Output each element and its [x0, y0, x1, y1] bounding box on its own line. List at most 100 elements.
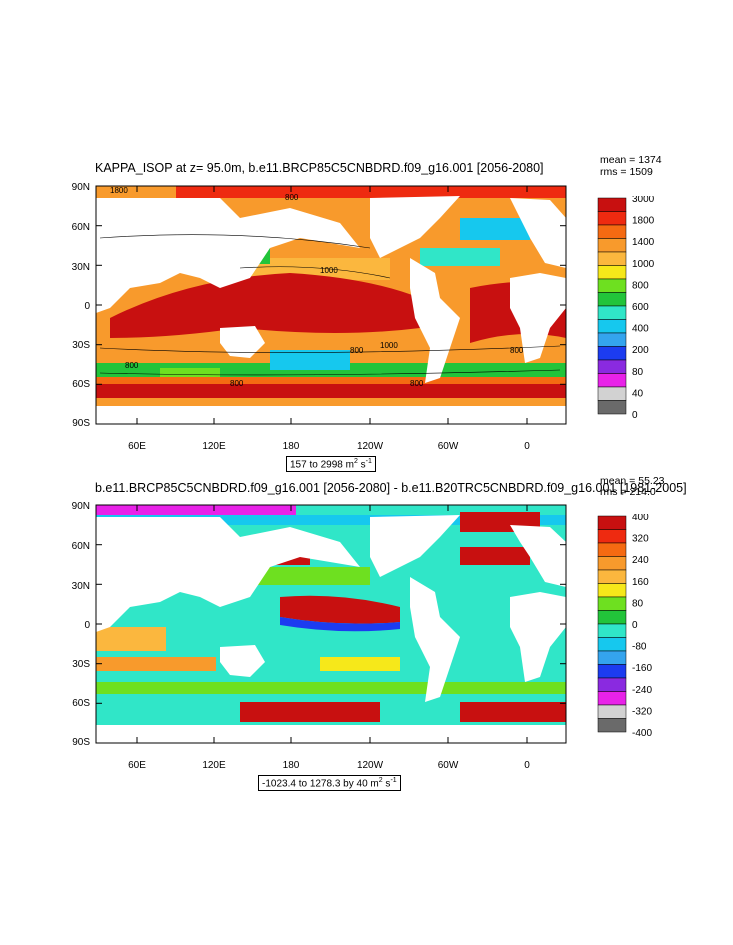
- colorbar-label: 240: [632, 555, 649, 566]
- colorbar-swatch: [597, 556, 627, 571]
- colorbar-label: -240: [632, 685, 652, 696]
- colorbar-swatch: [597, 278, 627, 293]
- lat-label: 90N: [72, 182, 90, 193]
- colorbar-swatch: [597, 704, 627, 719]
- panel2-mean: mean = 55.23: [600, 475, 665, 487]
- panel2-range-label: -1023.4 to 1278.3 by 40 m2 s-1: [258, 775, 401, 792]
- lon-label: 180: [283, 441, 300, 452]
- panel2-colorbar: 400 320 240 160 80 0 -80 -160 -240 -320 -400: [597, 514, 652, 736]
- colorbar-label: -160: [632, 663, 652, 674]
- panel2-map: 90N 60N 30N 0 30S 60S 90S: [72, 501, 567, 748]
- contour-label: 1800: [110, 186, 128, 195]
- colorbar-label: -400: [632, 728, 652, 736]
- colorbar-label: 40: [632, 388, 644, 399]
- panel2-lat-labels: 90N 60N 30N 0 30S 60S 90S: [72, 501, 91, 748]
- colorbar-label: 80: [632, 598, 644, 609]
- colorbar-swatch: [597, 359, 627, 374]
- colorbar-label: 600: [632, 302, 649, 313]
- colorbar-swatch: [597, 346, 627, 361]
- panel1-lat-labels: 90N 60N 30N 0 30S 60S 90S: [72, 182, 91, 429]
- panel2-rms: rms = 214.0: [600, 486, 656, 498]
- colorbar-swatch: [597, 664, 627, 679]
- lon-label: 0: [524, 441, 530, 452]
- panel1-mean: mean = 1374: [600, 154, 662, 166]
- contour-label: 800: [350, 346, 364, 355]
- colorbar-swatch: [597, 515, 627, 530]
- lat-label: 60S: [72, 698, 90, 709]
- contour-label: 800: [510, 346, 524, 355]
- lon-label: 120W: [357, 760, 384, 771]
- lat-label: 0: [84, 620, 90, 631]
- colorbar-label: 0: [632, 410, 638, 418]
- colorbar-swatch: [597, 305, 627, 320]
- colorbar-label: 320: [632, 534, 649, 545]
- colorbar-label: 160: [632, 577, 649, 588]
- panel2-title: b.e11.BRCP85C5CNBDRD.f09_g16.001 [2056-2…: [95, 481, 687, 495]
- colorbar-label: 1400: [632, 237, 655, 248]
- lon-label: 60W: [438, 441, 459, 452]
- colorbar-swatch: [597, 292, 627, 307]
- colorbar-label: 1000: [632, 259, 655, 270]
- colorbar-swatch: [597, 583, 627, 598]
- colorbar-swatch: [597, 400, 627, 415]
- colorbar-swatch: [597, 238, 627, 253]
- contour-label: 1000: [320, 266, 338, 275]
- colorbar-swatch: [597, 650, 627, 665]
- colorbar-swatch: [597, 319, 627, 334]
- contour-label: 1000: [380, 341, 398, 350]
- colorbar-swatch: [597, 596, 627, 611]
- colorbar-swatch: [597, 373, 627, 388]
- lon-label: 60W: [438, 760, 459, 771]
- colorbar-swatch: [597, 718, 627, 733]
- axis-ticks: [96, 504, 566, 744]
- lat-label: 30S: [72, 340, 90, 351]
- colorbar-swatch: [597, 211, 627, 226]
- lat-label: 90S: [72, 737, 90, 748]
- colorbar-swatch: [597, 637, 627, 652]
- colorbar-swatch: [597, 691, 627, 706]
- lon-label: 120E: [202, 760, 226, 771]
- colorbar-swatch: [597, 197, 627, 212]
- lon-label: 60E: [128, 441, 146, 452]
- contour-label: 800: [410, 379, 424, 388]
- colorbar-label: 3000: [632, 196, 655, 205]
- lon-label: 60E: [128, 760, 146, 771]
- colorbar-swatch: [597, 623, 627, 638]
- lon-label: 120E: [202, 441, 226, 452]
- colorbar-label: 0: [632, 620, 638, 631]
- lon-label: 0: [524, 760, 530, 771]
- lat-label: 0: [84, 301, 90, 312]
- colorbar-swatch: [597, 610, 627, 625]
- colorbar-swatch: [597, 677, 627, 692]
- colorbar-label: 200: [632, 345, 649, 356]
- colorbar-label: 80: [632, 367, 644, 378]
- colorbar-swatch: [597, 569, 627, 584]
- colorbar-swatch: [597, 386, 627, 401]
- contour-label: 800: [285, 193, 299, 202]
- lat-label: 90N: [72, 501, 90, 512]
- colorbar-swatch: [597, 332, 627, 347]
- lat-label: 30N: [72, 581, 90, 592]
- colorbar-swatch: [597, 265, 627, 280]
- panel1-lon-axis: 60E 120E 180 120W 60W 0: [128, 441, 530, 452]
- colorbar-swatch: [597, 251, 627, 266]
- axis-ticks: [96, 185, 566, 425]
- lat-label: 60S: [72, 379, 90, 390]
- lat-label: 30N: [72, 262, 90, 273]
- lat-label: 90S: [72, 418, 90, 429]
- lat-label: 60N: [72, 222, 90, 233]
- colorbar-label: -80: [632, 642, 647, 653]
- colorbar-swatch: [597, 224, 627, 239]
- panel1-title: KAPPA_ISOP at z= 95.0m, b.e11.BRCP85C5CN…: [95, 161, 544, 175]
- lon-label: 120W: [357, 441, 384, 452]
- colorbar-label: 1800: [632, 216, 655, 227]
- lon-label: 180: [283, 760, 300, 771]
- panel1-map: 1800 1000 800 800 1000 800 800 800 800 9…: [72, 182, 567, 429]
- contour-label: 800: [125, 361, 139, 370]
- panel1-contour-labels: 1800 1000 800 800 1000 800 800 800 800: [110, 186, 524, 388]
- panel2-lon-axis: 60E 120E 180 120W 60W 0: [128, 760, 530, 771]
- lat-label: 30S: [72, 659, 90, 670]
- colorbar-label: 400: [632, 324, 649, 335]
- colorbar-swatch: [597, 529, 627, 544]
